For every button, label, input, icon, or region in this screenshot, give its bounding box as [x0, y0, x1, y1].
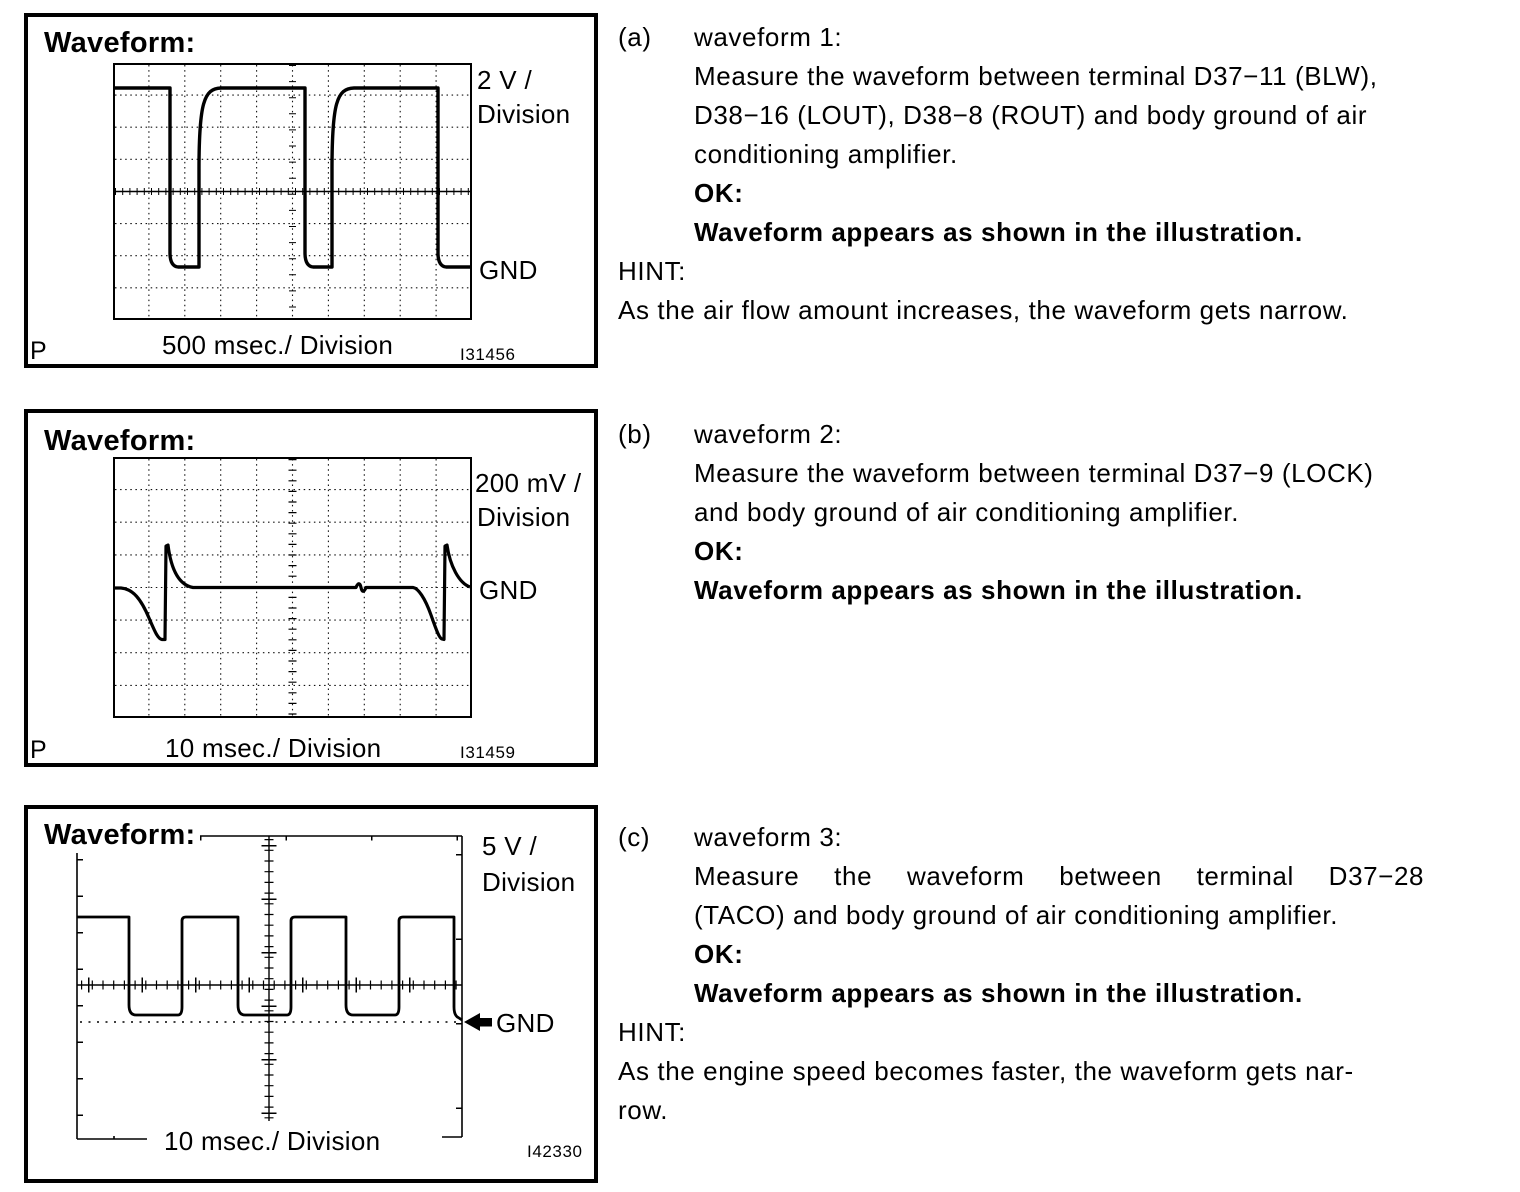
waveform-figure-1: Waveform: 2 V / Division GND 500 msec./ …: [24, 13, 598, 368]
section-title: waveform 2:: [694, 419, 843, 449]
section-title: waveform 3:: [694, 822, 843, 852]
corner-p-label: P: [30, 736, 47, 764]
figure-code: I42330: [527, 1142, 583, 1161]
volts-per-division-label: 2 V /: [477, 65, 532, 95]
division-label: Division: [477, 502, 571, 532]
section-body: Measure the waveform between terminal D3…: [694, 458, 1374, 527]
ok-text: Waveform appears as shown in the illustr…: [694, 217, 1303, 247]
division-label: Division: [477, 99, 571, 129]
ok-label: OK:: [694, 939, 744, 969]
division-label: Division: [482, 867, 576, 897]
hint-label: HINT:: [618, 256, 686, 286]
ok-text: Waveform appears as shown in the illustr…: [694, 575, 1303, 605]
section-marker: (c): [618, 822, 651, 852]
gnd-label: GND: [496, 1008, 555, 1038]
oscilloscope-graticule-3: [76, 835, 492, 1140]
volts-per-division-label: 200 mV /: [475, 468, 582, 498]
section-marker: (a): [618, 22, 652, 52]
waveform-figure-3: Waveform: 5 V / Division GND 10 msec./ D…: [24, 805, 598, 1183]
section-c: (c) waveform 3: Measure the waveform bet…: [618, 818, 1474, 1130]
figure-title: Waveform:: [44, 27, 196, 59]
section-b: (b) waveform 2: Measure the waveform bet…: [618, 415, 1474, 610]
figure-code: I31459: [460, 743, 516, 762]
waveform-trace-3: [77, 915, 463, 1022]
volts-per-division-label: 5 V /: [482, 831, 537, 861]
figure-title: Waveform:: [44, 425, 196, 457]
oscilloscope-grid-1: [113, 63, 472, 320]
time-per-division-caption: 10 msec./ Division: [164, 1126, 381, 1156]
gnd-label: GND: [479, 255, 538, 285]
waveform-trace-2: [113, 543, 471, 642]
section-title: waveform 1:: [694, 22, 843, 52]
ok-text: Waveform appears as shown in the illustr…: [694, 978, 1303, 1008]
waveform-figure-2: Waveform: 200 mV / Division GND 10 msec.…: [24, 409, 598, 767]
corner-p-label: P: [30, 337, 47, 365]
ok-label: OK:: [694, 178, 744, 208]
hint-label: HINT:: [618, 1017, 686, 1047]
hint-text: As the engine speed becomes faster, the …: [618, 1056, 1354, 1125]
waveform-trace-1: [115, 86, 470, 269]
time-per-division-caption: 500 msec./ Division: [162, 330, 394, 360]
figure-code: I31456: [460, 345, 516, 364]
section-body-line2: (TACO) and body ground of air conditioni…: [694, 900, 1339, 930]
time-per-division-caption: 10 msec./ Division: [165, 733, 382, 763]
gnd-label: GND: [479, 575, 538, 605]
hint-text: As the air flow amount increases, the wa…: [618, 295, 1349, 325]
section-body: Measure the waveform between terminal D3…: [694, 61, 1378, 169]
gnd-arrow-icon: [464, 1013, 492, 1031]
section-body-line1: Measure the waveform between terminal D3…: [694, 861, 1425, 891]
section-a: (a) waveform 1: Measure the waveform bet…: [618, 18, 1474, 330]
figure-title: Waveform:: [44, 819, 196, 851]
oscilloscope-grid-2: [113, 457, 472, 718]
ok-label: OK:: [694, 536, 744, 566]
section-marker: (b): [618, 419, 652, 449]
